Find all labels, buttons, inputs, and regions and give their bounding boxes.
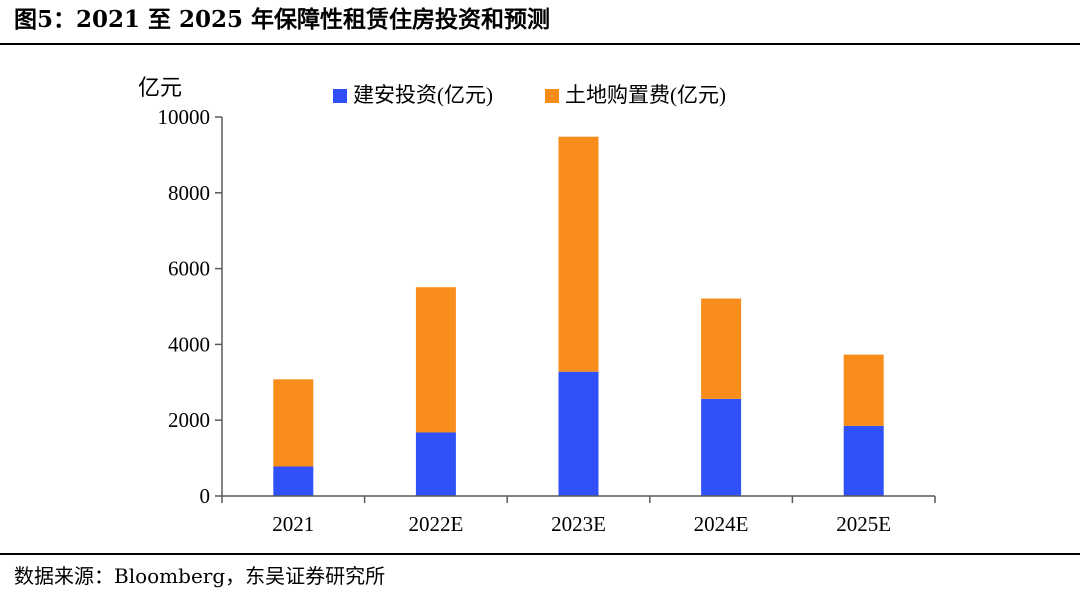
stacked-bar-chart: 亿元 建安投资(亿元) 土地购置费(亿元) 0 2000 4000 6000 8000 10… <box>138 75 936 536</box>
bar-land-2022E <box>415 287 456 433</box>
bar-construction-2021 <box>273 466 314 496</box>
x-tick-label: 2024E <box>694 512 749 536</box>
legend-swatch <box>545 89 559 103</box>
source-note: 数据来源：Bloomberg，东吴证券研究所 <box>14 564 386 588</box>
x-tick-label: 2022E <box>408 512 463 536</box>
legend-swatch <box>333 89 347 103</box>
bar-construction-2023E <box>558 371 599 496</box>
bars <box>273 136 884 496</box>
bar-construction-2025E <box>843 425 884 496</box>
bottom-rule <box>0 553 1080 555</box>
x-tick-label: 2025E <box>836 512 891 536</box>
y-tick-label: 2000 <box>168 408 210 432</box>
figure-title: 图5：2021 至 2025 年保障性租赁住房投资和预测 <box>14 6 551 33</box>
y-tick-label: 6000 <box>168 257 210 281</box>
legend-label: 建安投资(亿元) <box>353 83 493 107</box>
y-tick-label: 10000 <box>158 105 211 129</box>
y-tick-label: 0 <box>200 484 211 508</box>
y-tick-label: 8000 <box>168 181 210 205</box>
x-tick-label: 2023E <box>551 512 606 536</box>
axes: 0 2000 4000 6000 8000 10000 2021 2022E 2023E 2024… <box>158 105 936 536</box>
top-rule <box>0 43 1080 45</box>
x-tick-label: 2021 <box>272 512 314 536</box>
legend: 建安投资(亿元) 土地购置费(亿元) <box>333 83 726 107</box>
bar-land-2025E <box>843 354 884 426</box>
bar-construction-2022E <box>415 432 456 496</box>
y-tick-label: 4000 <box>168 332 210 356</box>
bar-construction-2024E <box>701 399 742 496</box>
bar-land-2023E <box>558 136 599 372</box>
y-axis-label: 亿元 <box>138 75 182 100</box>
bar-land-2024E <box>701 298 742 399</box>
bar-land-2021 <box>273 379 314 467</box>
legend-label: 土地购置费(亿元) <box>565 83 726 107</box>
